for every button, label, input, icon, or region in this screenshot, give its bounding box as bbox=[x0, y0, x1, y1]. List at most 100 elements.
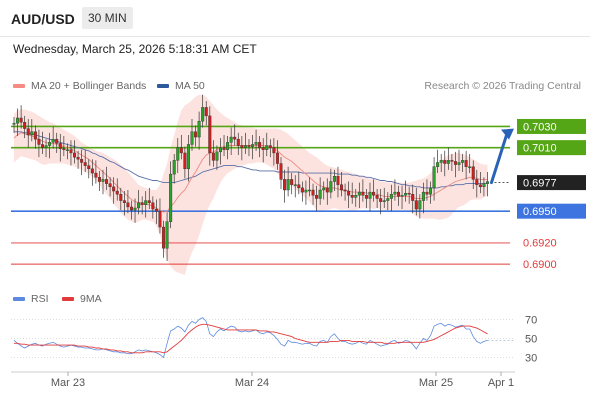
candle-body bbox=[16, 117, 20, 124]
candle-body bbox=[311, 189, 315, 196]
candle-body bbox=[396, 191, 400, 197]
candle-body bbox=[293, 184, 297, 186]
level-label-4: 0.6900 bbox=[523, 259, 557, 271]
candle-body bbox=[247, 145, 251, 147]
candle-body bbox=[283, 179, 287, 191]
header-divider bbox=[0, 36, 590, 37]
candle-body bbox=[375, 195, 379, 199]
candle-body bbox=[446, 160, 450, 164]
candle-body bbox=[83, 162, 87, 166]
candle-body bbox=[73, 152, 77, 158]
candle-body bbox=[140, 202, 144, 206]
current-price-label: 0.6977 bbox=[523, 177, 557, 189]
candle-body bbox=[279, 163, 283, 180]
legend-rsi-label: RSI bbox=[31, 293, 49, 305]
candle-body bbox=[261, 147, 265, 150]
candle-body bbox=[19, 117, 23, 123]
level-tag-0 bbox=[517, 118, 586, 134]
candle-body bbox=[275, 152, 279, 164]
candle-body bbox=[165, 221, 169, 249]
candle-body bbox=[44, 145, 48, 148]
candle-body bbox=[126, 202, 130, 208]
projection-arrow-shaft bbox=[489, 132, 509, 185]
legend-ma-bb: MA 20 + Bollinger Bands bbox=[13, 80, 146, 92]
candle-body bbox=[482, 183, 486, 188]
candle-body bbox=[137, 202, 141, 209]
candle-body bbox=[389, 194, 393, 199]
level-label-3: 0.6920 bbox=[523, 238, 557, 250]
candle-body bbox=[315, 195, 319, 199]
candle-body bbox=[51, 138, 55, 143]
candle-body bbox=[215, 151, 219, 161]
candle-body bbox=[240, 145, 244, 148]
candle-body bbox=[243, 145, 247, 148]
candle-body bbox=[364, 195, 368, 199]
candle-body bbox=[439, 160, 443, 163]
candle-body bbox=[186, 144, 190, 170]
candle-body bbox=[90, 168, 94, 174]
candle-body bbox=[265, 145, 269, 150]
candle-body bbox=[354, 195, 358, 198]
candle-body bbox=[268, 145, 272, 148]
candle-body bbox=[122, 200, 126, 203]
timeframe-badge[interactable]: 30 MIN bbox=[82, 7, 133, 29]
rsi-swatch bbox=[13, 297, 25, 302]
ma-bb-swatch bbox=[13, 84, 25, 89]
legend-9ma: 9MA bbox=[62, 293, 102, 305]
candle-body bbox=[108, 183, 112, 188]
candle-body bbox=[304, 189, 308, 193]
candle-body bbox=[300, 187, 304, 193]
candle-body bbox=[158, 210, 162, 228]
candle-body bbox=[229, 136, 233, 143]
candle-body bbox=[332, 176, 336, 182]
candle-body bbox=[76, 156, 80, 160]
candle-body bbox=[172, 160, 176, 175]
candle-body bbox=[65, 149, 69, 151]
candle-body bbox=[272, 147, 276, 154]
candle-body bbox=[254, 142, 258, 145]
candle-body bbox=[429, 187, 433, 195]
candle-body bbox=[162, 226, 166, 249]
candle-body bbox=[211, 152, 215, 161]
candle-body bbox=[133, 207, 137, 211]
candle-body bbox=[236, 138, 240, 146]
candle-body bbox=[222, 147, 226, 150]
legend-ma-bb-label: MA 20 + Bollinger Bands bbox=[31, 80, 147, 92]
candle-body bbox=[115, 190, 119, 195]
candle-body bbox=[418, 200, 422, 210]
candle-body bbox=[432, 166, 436, 189]
candle-body bbox=[443, 160, 447, 164]
candle-body bbox=[347, 190, 351, 196]
ma9-swatch bbox=[62, 297, 74, 302]
candle-body bbox=[258, 142, 262, 148]
candle-body bbox=[30, 131, 34, 136]
projection-arrow-head bbox=[501, 128, 514, 140]
x-tick-label-2: Mar 25 bbox=[419, 377, 453, 389]
candle-body bbox=[176, 147, 180, 161]
candle-body bbox=[471, 166, 475, 180]
legend-rsi: RSI bbox=[13, 293, 49, 305]
level-label-0: 0.7030 bbox=[523, 121, 557, 133]
candle-body bbox=[340, 184, 344, 191]
candle-body bbox=[101, 179, 105, 182]
candle-body bbox=[80, 159, 84, 163]
candle-body bbox=[151, 202, 155, 210]
candle-body bbox=[55, 138, 59, 144]
candle-body bbox=[201, 107, 205, 122]
candle-body bbox=[197, 120, 201, 138]
candle-body bbox=[436, 162, 440, 167]
candle-body bbox=[478, 184, 482, 188]
candle-body bbox=[154, 208, 158, 212]
ma50-swatch bbox=[157, 84, 169, 89]
candle-body bbox=[286, 179, 290, 191]
current-price-tag bbox=[517, 175, 586, 191]
candle-body bbox=[382, 200, 386, 202]
candle-body bbox=[58, 143, 62, 149]
candle-body bbox=[144, 200, 148, 206]
candle-body bbox=[368, 191, 372, 199]
candle-body bbox=[468, 166, 472, 168]
candle-body bbox=[464, 160, 468, 167]
candle-body bbox=[23, 122, 27, 129]
level-tag-2 bbox=[517, 203, 586, 219]
